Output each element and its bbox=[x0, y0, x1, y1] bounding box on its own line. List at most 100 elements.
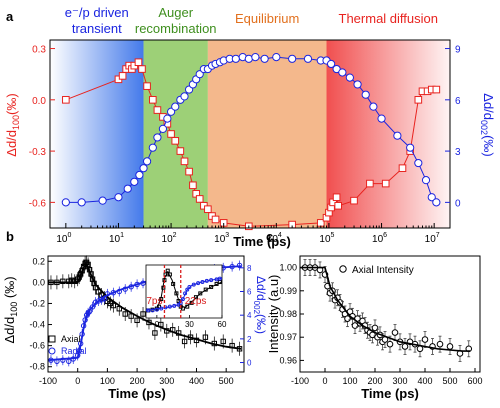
data-point-0-14 bbox=[167, 130, 175, 138]
data-point-0-15 bbox=[171, 137, 180, 145]
legend-label-axial: Axial bbox=[61, 334, 81, 344]
data-point-0-11 bbox=[153, 106, 162, 114]
data-point-32 bbox=[401, 343, 409, 350]
data-point-24 bbox=[371, 324, 379, 332]
y-tick-label-4: 0.96 bbox=[279, 355, 297, 365]
phase-label-0-line-0: e⁻/p driven bbox=[65, 5, 129, 20]
y-left-tick-label-2: -0.3 bbox=[29, 147, 47, 158]
data-point-1-40 bbox=[338, 68, 347, 77]
legend-label-axial-intensity: Axial Intensity bbox=[352, 265, 414, 276]
panel-b-inset: 7ps 22ps 0 30 60 bbox=[145, 264, 227, 329]
x-tick-exponent-0: 0 bbox=[67, 232, 71, 239]
data-point-1-46 bbox=[393, 131, 402, 140]
data-point-0-19 bbox=[95, 289, 102, 295]
data-point-0-26 bbox=[122, 311, 128, 317]
y-right-tick-label-1: 6 bbox=[247, 288, 252, 297]
fit-curve bbox=[300, 266, 470, 352]
data-point-1-48 bbox=[414, 158, 423, 168]
data-point-0-2 bbox=[118, 72, 127, 80]
inset-point-1-11 bbox=[185, 287, 190, 292]
inset-point-0-18 bbox=[198, 291, 203, 296]
inset-point-0-17 bbox=[193, 295, 198, 300]
data-point-1-3 bbox=[114, 193, 123, 202]
y-tick-label-1: 0.99 bbox=[279, 286, 297, 296]
data-point-0-38 bbox=[381, 179, 390, 188]
x-tick-exponent-1: 1 bbox=[120, 232, 124, 239]
data-point-0-45 bbox=[432, 85, 441, 94]
x-tick-exponent-4: 4 bbox=[278, 232, 282, 239]
data-point-1-7 bbox=[139, 164, 148, 173]
panel-b-left-y-ticks: 0.2 0.0 -0.2 -0.4 -0.6 -0.8 bbox=[29, 256, 52, 372]
data-point-0-3 bbox=[66, 278, 72, 285]
legend-label-radial: Radial bbox=[61, 346, 87, 356]
data-point-38 bbox=[436, 340, 444, 348]
data-point-0-21 bbox=[195, 195, 204, 203]
panel-c-legend: Axial Intensity bbox=[339, 265, 414, 276]
y-left-tick-label-4: -0.6 bbox=[29, 341, 45, 351]
y-left-tick-label-1: 0.0 bbox=[32, 96, 46, 107]
x-tick-exponent-7: 7 bbox=[436, 232, 440, 239]
inset-fit-0 bbox=[145, 270, 223, 311]
x-tick-label-3: 200 bbox=[130, 376, 145, 386]
data-point-1-5 bbox=[130, 177, 139, 186]
x-tick-exponent-3: 3 bbox=[225, 232, 229, 239]
data-point-1-38 bbox=[327, 59, 336, 69]
panel-c-x-axis-label: Time (ps) bbox=[361, 386, 419, 401]
data-point-1-28 bbox=[231, 54, 240, 63]
x-tick-label-0: 100 bbox=[56, 232, 71, 245]
data-point-0-39 bbox=[202, 334, 209, 340]
x-tick-label-1: 101 bbox=[109, 232, 124, 245]
x-tick-label-1: 0 bbox=[322, 376, 327, 386]
x-tick-label-1: 0 bbox=[75, 376, 80, 386]
ylabel-sub: 002 bbox=[252, 301, 261, 315]
y-tick-label-2: 0.98 bbox=[279, 309, 297, 319]
ylabel-sub: 100 bbox=[11, 115, 21, 130]
inset-point-1-2 bbox=[154, 307, 159, 312]
inset-fit-1 bbox=[145, 277, 223, 311]
data-point-1-41 bbox=[345, 73, 354, 82]
x-tick-label-6: 106 bbox=[372, 232, 387, 245]
data-point-29 bbox=[386, 340, 394, 348]
y-right-tick-label-2: 3 bbox=[455, 147, 461, 158]
data-point-1-51 bbox=[432, 198, 441, 207]
y-right-tick-label-1: 6 bbox=[455, 96, 461, 107]
panel-label-c: c bbox=[266, 229, 273, 244]
panel-b-left-y-axis-label: Δd/d100 (‰) bbox=[2, 276, 19, 343]
data-point-0-0 bbox=[62, 96, 70, 104]
data-point-1-31 bbox=[251, 52, 260, 62]
phase-bands bbox=[50, 40, 450, 228]
data-point-1-16 bbox=[180, 92, 189, 101]
data-point-0-36 bbox=[181, 338, 188, 345]
y-left-tick-label-0: 0.2 bbox=[32, 256, 45, 266]
data-point-1-2 bbox=[98, 196, 107, 205]
inset-marker-label-0: 7ps bbox=[146, 296, 162, 307]
panel-a-x-ticks: 100 101 102 103 1 0 4 105 106 107 bbox=[56, 223, 440, 245]
y-left-tick-label-3: -0.4 bbox=[29, 320, 45, 330]
data-point-0-31 bbox=[152, 330, 158, 336]
data-point-1-33 bbox=[272, 52, 281, 62]
legend-marker-axial bbox=[48, 335, 56, 343]
panel-c-series bbox=[300, 259, 473, 362]
y-right-tick-label-3: 0 bbox=[455, 198, 461, 209]
y-right-tick-label-3: 2 bbox=[247, 335, 252, 344]
data-point-1-30 bbox=[244, 54, 253, 63]
x-tick-exponent-5: 5 bbox=[331, 232, 335, 239]
panel-b-x-axis-label: Time (ps) bbox=[108, 386, 166, 401]
legend-marker-axial-intensity bbox=[339, 265, 347, 273]
legend-marker-radial bbox=[48, 347, 56, 355]
ylabel-main: Δd/d bbox=[2, 317, 17, 344]
data-point-1-11 bbox=[158, 124, 168, 133]
data-point-1-9 bbox=[148, 143, 157, 152]
x-tick-label-2: 100 bbox=[342, 376, 357, 386]
x-tick-label-7: 107 bbox=[425, 232, 440, 245]
ylabel-unit: (‰) bbox=[4, 93, 19, 115]
data-point-35 bbox=[416, 345, 424, 353]
data-point-0-2 bbox=[60, 278, 66, 285]
data-point-1-42 bbox=[353, 80, 362, 89]
data-point-1-49 bbox=[421, 176, 431, 185]
y-tick-label-0: 1.00 bbox=[279, 263, 297, 273]
ylabel-unit: (‰) bbox=[481, 135, 496, 157]
x-tick-label-5: 400 bbox=[189, 376, 204, 386]
inset-point-1-9 bbox=[180, 297, 185, 302]
